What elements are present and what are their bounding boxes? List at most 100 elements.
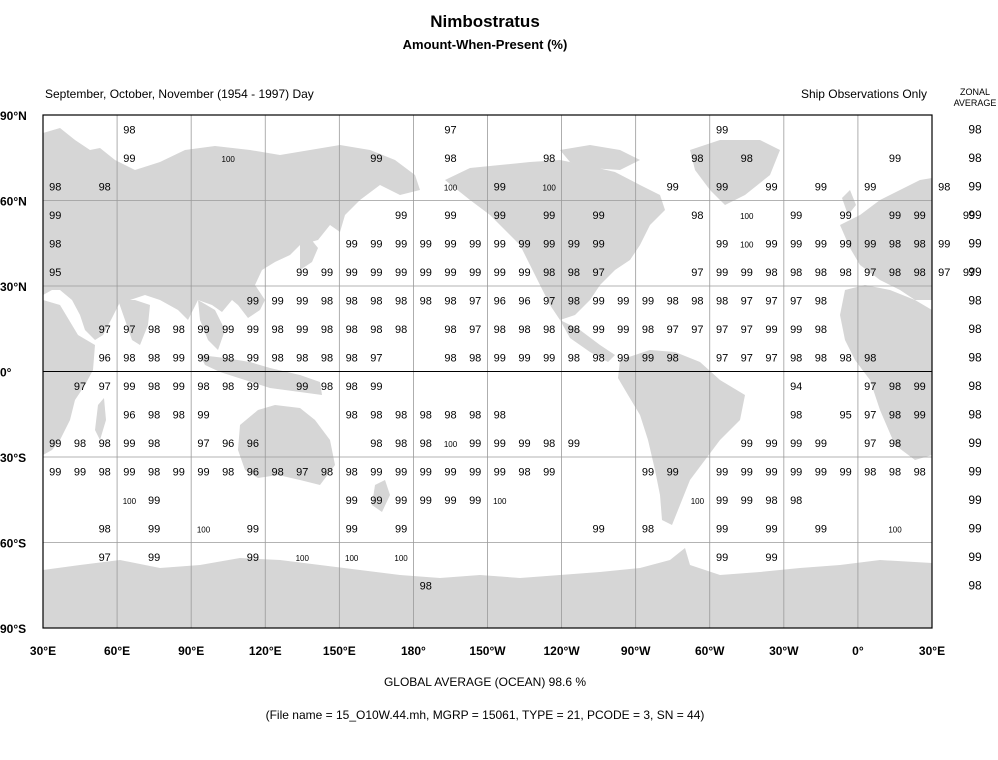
cell-value: 98 bbox=[346, 466, 358, 478]
cell-value: 98 bbox=[346, 409, 358, 421]
chart-title: Nimbostratus bbox=[430, 12, 540, 31]
cell-value: 99 bbox=[420, 238, 432, 250]
cell-value: 99 bbox=[914, 210, 926, 222]
cell-value: 97 bbox=[469, 324, 481, 336]
zonal-average-value: 98 bbox=[968, 122, 982, 136]
zonal-average-value: 98 bbox=[968, 578, 982, 592]
cell-value: 98 bbox=[469, 409, 481, 421]
zonal-average-value: 98 bbox=[968, 379, 982, 393]
cell-value: 99 bbox=[839, 238, 851, 250]
cell-value: 99 bbox=[839, 210, 851, 222]
cell-value: 99 bbox=[469, 495, 481, 507]
zonal-header-line1: ZONAL bbox=[959, 87, 990, 97]
cell-value: 98 bbox=[395, 438, 407, 450]
cell-value: 99 bbox=[963, 210, 975, 222]
lat-label: 90°S bbox=[0, 622, 26, 636]
cell-value: 98 bbox=[667, 352, 679, 364]
lat-label: 60°N bbox=[0, 195, 27, 209]
cell-value: 99 bbox=[518, 238, 530, 250]
longitude-labels: 30°E 60°E 90°E 120°E 150°E 180° 150°W 120°W 90°W… bbox=[30, 644, 945, 658]
cell-value: 97 bbox=[716, 324, 728, 336]
land-central-america bbox=[560, 320, 615, 362]
cell-value: 98 bbox=[494, 409, 506, 421]
cell-value: 98 bbox=[148, 409, 160, 421]
cell-value: 99 bbox=[518, 438, 530, 450]
cell-value: 96 bbox=[222, 438, 234, 450]
cell-value: 99 bbox=[370, 381, 382, 393]
cell-value: 97 bbox=[99, 324, 111, 336]
cell-value: 98 bbox=[148, 381, 160, 393]
cell-value: 99 bbox=[494, 238, 506, 250]
zonal-average-header: ZONAL AVERAGE bbox=[950, 87, 998, 109]
zonal-average-value: 98 bbox=[968, 322, 982, 336]
cell-value: 98 bbox=[691, 295, 703, 307]
cell-value: 99 bbox=[617, 295, 629, 307]
land-indonesia bbox=[200, 355, 322, 395]
lon-label: 150°E bbox=[323, 644, 356, 658]
cell-value: 99 bbox=[790, 238, 802, 250]
cell-value: 98 bbox=[864, 466, 876, 478]
cell-value: 99 bbox=[271, 295, 283, 307]
cell-value: 97 bbox=[765, 352, 777, 364]
cell-value: 98 bbox=[716, 295, 728, 307]
lon-label: 90°E bbox=[178, 644, 204, 658]
lat-label: 30°N bbox=[0, 280, 27, 294]
land-africa-right bbox=[840, 285, 932, 460]
cell-value: 99 bbox=[49, 210, 61, 222]
cell-value: 99 bbox=[716, 238, 728, 250]
cell-value: 99 bbox=[444, 495, 456, 507]
cell-value: 99 bbox=[543, 210, 555, 222]
cell-value: 99 bbox=[914, 409, 926, 421]
cell-value: 97 bbox=[864, 267, 876, 279]
cell-value: 97 bbox=[296, 466, 308, 478]
zonal-average-value: 99 bbox=[968, 521, 982, 535]
cell-value: 95 bbox=[839, 409, 851, 421]
lon-label: 30°W bbox=[769, 644, 799, 658]
cell-value: 98 bbox=[395, 324, 407, 336]
cell-value: 97 bbox=[99, 381, 111, 393]
cell-value: 99 bbox=[197, 324, 209, 336]
cell-value: 98 bbox=[49, 238, 61, 250]
cell-value: 99 bbox=[395, 495, 407, 507]
cell-value: 99 bbox=[716, 523, 728, 535]
cell-value: 98 bbox=[321, 295, 333, 307]
cell-value: 98 bbox=[444, 409, 456, 421]
cell-value: 99 bbox=[667, 466, 679, 478]
zonal-average-value: 99 bbox=[968, 265, 982, 279]
cell-value: 99 bbox=[839, 466, 851, 478]
cell-value: 98 bbox=[469, 352, 481, 364]
cell-value: 99 bbox=[914, 381, 926, 393]
cell-value: 97 bbox=[74, 381, 86, 393]
cell-value: 100 bbox=[444, 440, 458, 449]
cell-value: 99 bbox=[494, 438, 506, 450]
cell-value: 98 bbox=[839, 352, 851, 364]
cell-value: 99 bbox=[568, 438, 580, 450]
cell-value: 99 bbox=[543, 466, 555, 478]
cell-value: 99 bbox=[667, 181, 679, 193]
cell-value: 99 bbox=[568, 238, 580, 250]
cell-value: 99 bbox=[420, 495, 432, 507]
cell-value: 99 bbox=[765, 238, 777, 250]
cell-value: 97 bbox=[741, 295, 753, 307]
cell-value: 98 bbox=[518, 324, 530, 336]
cell-value: 99 bbox=[346, 238, 358, 250]
cell-value: 98 bbox=[691, 153, 703, 165]
cell-value: 98 bbox=[741, 153, 753, 165]
latitude-labels: 90°N 60°N 30°N 0° 30°S 60°S 90°S bbox=[0, 109, 27, 636]
cell-value: 98 bbox=[790, 267, 802, 279]
cell-value: 99 bbox=[148, 523, 160, 535]
cell-value: 98 bbox=[222, 466, 234, 478]
zonal-average-value: 99 bbox=[968, 464, 982, 478]
lon-label: 120°E bbox=[249, 644, 282, 658]
zonal-average-value: 99 bbox=[968, 179, 982, 193]
cell-value: 97 bbox=[543, 295, 555, 307]
cell-value: 98 bbox=[173, 324, 185, 336]
cell-value: 98 bbox=[346, 352, 358, 364]
cell-value: 99 bbox=[395, 238, 407, 250]
cell-value: 98 bbox=[765, 267, 777, 279]
cell-value: 98 bbox=[271, 324, 283, 336]
land-africa-arabia bbox=[43, 128, 420, 340]
cell-value: 99 bbox=[716, 267, 728, 279]
land-greenland bbox=[690, 140, 780, 205]
cell-value: 96 bbox=[123, 409, 135, 421]
